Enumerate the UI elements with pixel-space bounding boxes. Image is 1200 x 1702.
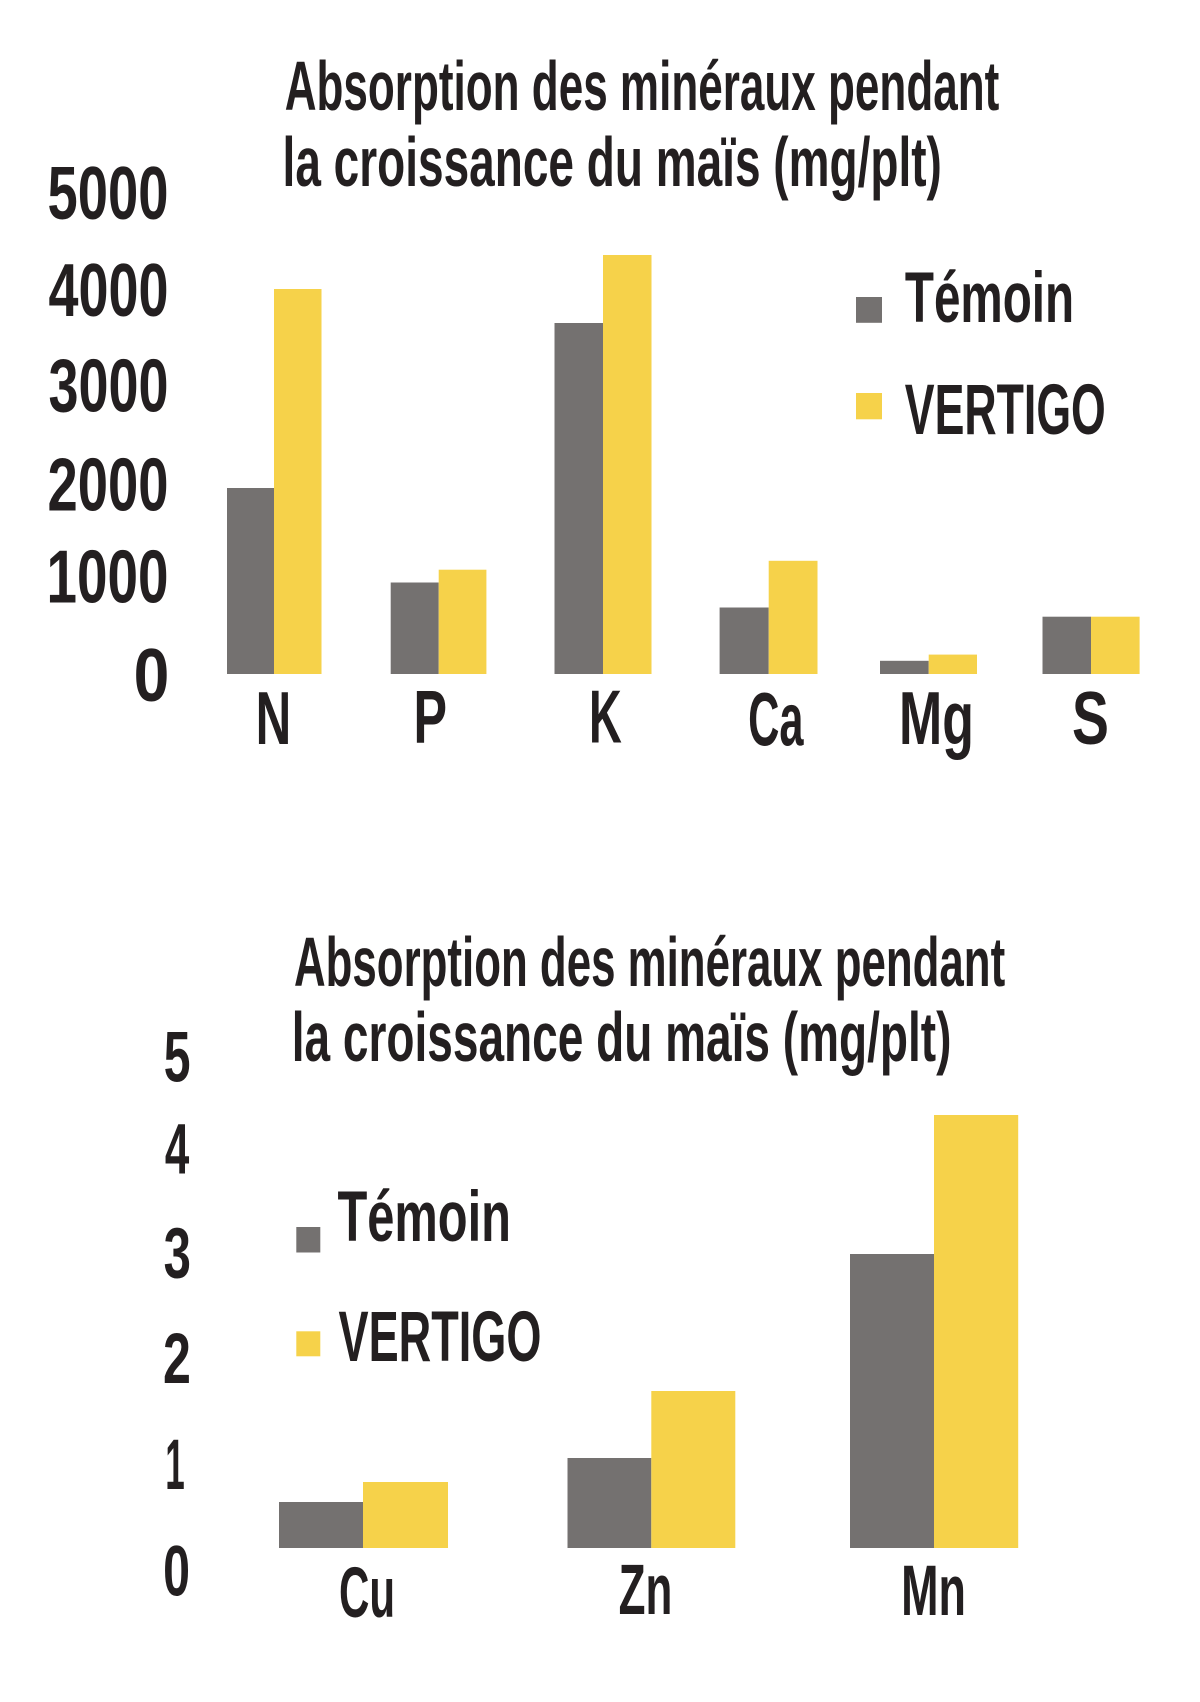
svg-text:Absorption des minéraux pendan: Absorption des minéraux pendant [294,923,1005,1001]
svg-text:Cu: Cu [339,1553,395,1633]
svg-text:K: K [589,675,622,759]
svg-text:0: 0 [134,633,170,717]
svg-text:Témoin: Témoin [905,259,1074,338]
svg-text:5000: 5000 [48,151,169,235]
svg-text:Mg: Mg [899,676,974,760]
svg-text:VERTIGO: VERTIGO [905,371,1106,450]
svg-text:5: 5 [164,1018,191,1098]
svg-text:S: S [1072,676,1109,760]
svg-text:3: 3 [164,1214,191,1294]
svg-text:N: N [256,676,292,760]
svg-text:Mn: Mn [901,1551,966,1631]
svg-text:la croissance du maïs (mg/plt): la croissance du maïs (mg/plt) [292,998,952,1076]
svg-text:la croissance du maïs (mg/plt): la croissance du maïs (mg/plt) [283,123,942,201]
svg-text:4: 4 [165,1110,189,1190]
svg-text:Ca: Ca [748,678,804,762]
svg-text:2: 2 [163,1319,191,1399]
svg-text:Absorption des minéraux pendan: Absorption des minéraux pendant [285,47,1000,125]
svg-text:3000: 3000 [49,344,169,428]
svg-text:Zn: Zn [619,1550,673,1630]
svg-text:4000: 4000 [49,248,169,332]
svg-text:2000: 2000 [48,442,169,526]
svg-text:1000: 1000 [47,534,169,618]
svg-text:Témoin: Témoin [337,1178,511,1257]
svg-text:VERTIGO: VERTIGO [339,1298,542,1377]
svg-text:1: 1 [165,1425,185,1505]
svg-text:P: P [414,675,448,759]
svg-text:0: 0 [163,1531,190,1611]
